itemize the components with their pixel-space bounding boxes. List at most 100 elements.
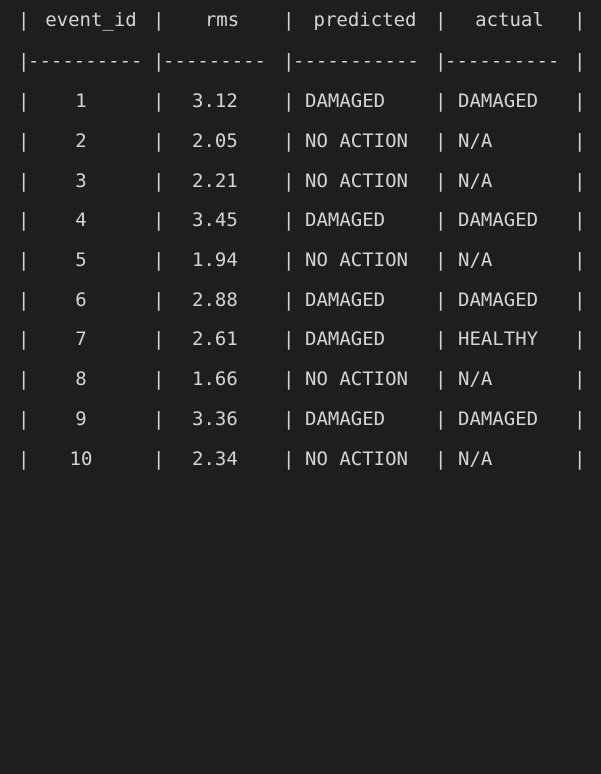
column-divider: | — [574, 50, 586, 72]
table-row: | 6 | 2.88 | DAMAGED | DAMAGED | — [0, 285, 601, 315]
table-row: | 1 | 3.12 | DAMAGED | DAMAGED | — [0, 86, 601, 116]
cell-predicted: DAMAGED — [305, 328, 386, 350]
header-actual: actual — [475, 9, 544, 31]
column-divider: | — [574, 408, 586, 430]
separator-segment: ----------- — [293, 50, 419, 72]
cell-actual: DAMAGED — [458, 289, 539, 311]
cell-actual: N/A — [458, 368, 493, 390]
table-row: | 3 | 2.21 | NO ACTION | N/A | — [0, 166, 601, 196]
cell-rms: 2.88 — [192, 289, 238, 311]
column-divider: | — [18, 50, 30, 72]
cell-event-id: 10 — [69, 448, 93, 470]
column-divider: | — [435, 170, 447, 192]
cell-rms: 3.36 — [192, 408, 238, 430]
cell-rms: 3.12 — [192, 90, 238, 112]
column-divider: | — [18, 448, 30, 470]
column-divider: | — [283, 130, 295, 152]
column-divider: | — [18, 368, 30, 390]
cell-event-id: 4 — [75, 209, 87, 231]
column-divider: | — [153, 408, 165, 430]
cell-predicted: NO ACTION — [305, 448, 408, 470]
table-row: | 9 | 3.36 | DAMAGED | DAMAGED | — [0, 404, 601, 434]
table-separator-row: | ---------- | --------- | ----------- |… — [0, 46, 601, 76]
column-divider: | — [435, 448, 447, 470]
cell-predicted: DAMAGED — [305, 209, 386, 231]
cell-event-id: 9 — [75, 408, 87, 430]
cell-actual: DAMAGED — [458, 90, 539, 112]
column-divider: | — [283, 90, 295, 112]
column-divider: | — [283, 50, 295, 72]
column-divider: | — [435, 368, 447, 390]
header-rms: rms — [204, 9, 240, 31]
cell-event-id: 1 — [75, 90, 87, 112]
cell-event-id: 3 — [75, 170, 87, 192]
column-divider: | — [153, 289, 165, 311]
table-row: | 8 | 1.66 | NO ACTION | N/A | — [0, 364, 601, 394]
column-divider: | — [18, 328, 30, 350]
table-row: | 5 | 1.94 | NO ACTION | N/A | — [0, 245, 601, 275]
column-divider: | — [574, 249, 586, 271]
column-divider: | — [435, 328, 447, 350]
cell-predicted: NO ACTION — [305, 249, 408, 271]
cell-predicted: DAMAGED — [305, 408, 386, 430]
column-divider: | — [435, 408, 447, 430]
separator-segment: --------- — [163, 50, 266, 72]
column-divider: | — [574, 368, 586, 390]
cell-event-id: 6 — [75, 289, 87, 311]
column-divider: | — [18, 249, 30, 271]
column-divider: | — [574, 130, 586, 152]
column-divider: | — [153, 50, 165, 72]
column-divider: | — [153, 90, 165, 112]
cell-rms: 1.66 — [192, 368, 238, 390]
cell-event-id: 8 — [75, 368, 87, 390]
cell-actual: N/A — [458, 249, 493, 271]
cell-actual: DAMAGED — [458, 408, 539, 430]
cell-predicted: DAMAGED — [305, 289, 386, 311]
cell-actual: N/A — [458, 170, 493, 192]
header-predicted: predicted — [313, 9, 417, 31]
cell-rms: 3.45 — [192, 209, 238, 231]
cell-rms: 2.34 — [192, 448, 238, 470]
column-divider: | — [574, 209, 586, 231]
table-row: | 2 | 2.05 | NO ACTION | N/A | — [0, 126, 601, 156]
column-divider: | — [435, 50, 447, 72]
column-divider: | — [283, 328, 295, 350]
column-divider: | — [18, 90, 30, 112]
column-divider: | — [18, 408, 30, 430]
cell-predicted: NO ACTION — [305, 368, 408, 390]
column-divider: | — [574, 328, 586, 350]
column-divider: | — [574, 90, 586, 112]
column-divider: | — [153, 448, 165, 470]
separator-segment: ---------- — [445, 50, 560, 72]
header-event-id: event_id — [45, 9, 137, 31]
column-divider: | — [18, 130, 30, 152]
column-divider: | — [283, 368, 295, 390]
column-divider: | — [574, 170, 586, 192]
column-divider: | — [153, 249, 165, 271]
cell-rms: 2.21 — [192, 170, 238, 192]
column-divider: | — [574, 448, 586, 470]
column-divider: | — [153, 130, 165, 152]
cell-actual: DAMAGED — [458, 209, 539, 231]
column-divider: | — [153, 368, 165, 390]
cell-event-id: 5 — [75, 249, 87, 271]
cell-event-id: 7 — [75, 328, 87, 350]
column-divider: | — [574, 289, 586, 311]
column-divider: | — [283, 9, 295, 31]
column-divider: | — [283, 289, 295, 311]
separator-segment: ---------- — [28, 50, 143, 72]
cell-predicted: NO ACTION — [305, 170, 408, 192]
column-divider: | — [153, 9, 165, 31]
cell-predicted: DAMAGED — [305, 90, 386, 112]
cell-predicted: NO ACTION — [305, 130, 408, 152]
column-divider: | — [153, 328, 165, 350]
column-divider: | — [283, 249, 295, 271]
column-divider: | — [18, 289, 30, 311]
table-row: | 7 | 2.61 | DAMAGED | HEALTHY | — [0, 324, 601, 354]
column-divider: | — [435, 289, 447, 311]
column-divider: | — [574, 9, 586, 31]
column-divider: | — [18, 170, 30, 192]
column-divider: | — [153, 209, 165, 231]
column-divider: | — [283, 170, 295, 192]
column-divider: | — [435, 130, 447, 152]
